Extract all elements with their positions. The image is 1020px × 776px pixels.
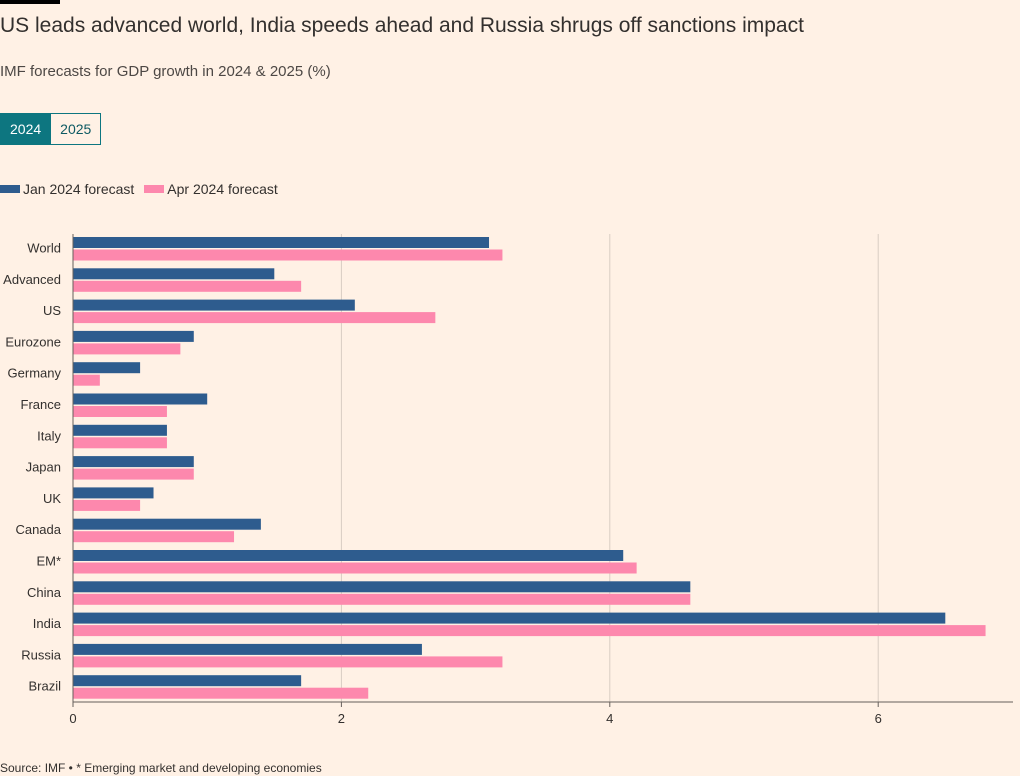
- category-label-14: Brazil: [28, 679, 61, 694]
- category-label-0: World: [27, 241, 61, 256]
- bar-jan-13: [73, 643, 422, 655]
- bar-apr-5: [73, 406, 167, 417]
- category-label-11: China: [27, 585, 62, 600]
- bar-jan-14: [73, 675, 302, 687]
- bar-jan-6: [73, 424, 167, 436]
- category-label-2: US: [43, 303, 61, 318]
- legend-item-apr: Apr 2024 forecast: [144, 181, 278, 197]
- chart-title: US leads advanced world, India speeds ah…: [0, 14, 804, 37]
- brand-bar: [0, 0, 60, 4]
- chart-legend: Jan 2024 forecast Apr 2024 forecast: [0, 181, 288, 197]
- year-toggle-2024-button[interactable]: 2024: [0, 113, 52, 145]
- bar-apr-10: [73, 562, 637, 574]
- bar-jan-1: [73, 268, 275, 280]
- bar-apr-14: [73, 687, 369, 699]
- bar-apr-6: [73, 437, 167, 449]
- bar-apr-8: [73, 499, 141, 511]
- bar-apr-4: [73, 374, 100, 386]
- bar-apr-1: [73, 280, 302, 292]
- year-toggle-2025-button[interactable]: 2025: [51, 113, 102, 145]
- chart-subtitle: IMF forecasts for GDP growth in 2024 & 2…: [0, 63, 331, 80]
- bar-jan-11: [73, 581, 691, 593]
- category-label-7: Japan: [26, 460, 61, 475]
- bar-apr-7: [73, 468, 194, 480]
- category-label-8: UK: [43, 491, 61, 506]
- bar-jan-10: [73, 550, 624, 561]
- category-label-5: France: [21, 397, 61, 412]
- legend-label-jan: Jan 2024 forecast: [23, 181, 135, 197]
- bar-apr-2: [73, 312, 436, 324]
- category-label-9: Canada: [15, 522, 61, 537]
- legend-item-jan: Jan 2024 forecast: [0, 181, 134, 197]
- legend-label-apr: Apr 2024 forecast: [167, 181, 278, 197]
- legend-swatch-apr: [144, 185, 165, 193]
- bar-jan-12: [73, 612, 946, 624]
- year-toggle: 2024 2025: [0, 113, 102, 145]
- bar-apr-3: [73, 343, 181, 355]
- bar-apr-11: [73, 593, 691, 605]
- category-label-13: Russia: [21, 647, 62, 662]
- bar-jan-7: [73, 456, 194, 468]
- legend-swatch-jan: [0, 185, 20, 193]
- bar-apr-9: [73, 531, 235, 543]
- x-tick-label-0: 0: [69, 711, 76, 726]
- bar-chart: World Advanced US Eurozone Germany France Ital…: [3, 234, 1013, 726]
- category-label-1: Advanced: [3, 272, 61, 287]
- bar-jan-3: [73, 330, 194, 342]
- bar-apr-0: [73, 249, 503, 261]
- category-label-12: India: [33, 616, 62, 631]
- x-tick-label-2: 2: [338, 711, 345, 726]
- bar-apr-12: [73, 625, 986, 637]
- bar-jan-0: [73, 237, 490, 248]
- bar-jan-8: [73, 487, 154, 499]
- category-label-3: Eurozone: [5, 334, 61, 349]
- bar-jan-2: [73, 299, 355, 311]
- category-label-10: EM*: [36, 554, 61, 569]
- bar-jan-5: [73, 393, 208, 405]
- x-tick-label-6: 6: [875, 711, 882, 726]
- source-note: Source: IMF • * Emerging market and deve…: [0, 761, 322, 775]
- x-tick-label-4: 4: [606, 711, 613, 726]
- bar-jan-4: [73, 362, 141, 374]
- category-label-4: Germany: [8, 366, 62, 381]
- category-label-6: Italy: [37, 428, 61, 443]
- bar-jan-9: [73, 518, 261, 530]
- bar-apr-13: [73, 656, 503, 668]
